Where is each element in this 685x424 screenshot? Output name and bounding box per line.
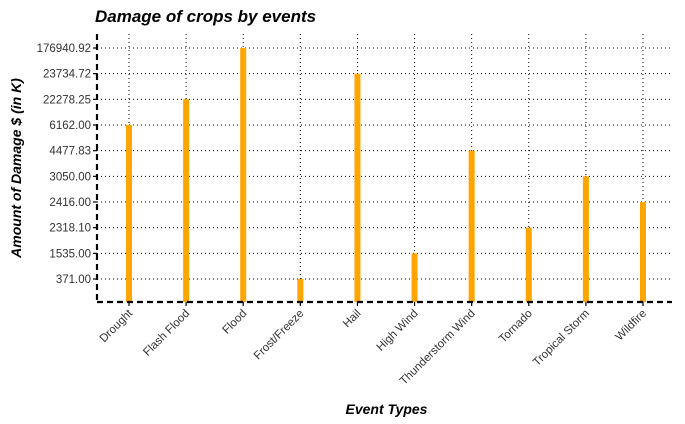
x-tick-label: Tropical Storm — [531, 308, 592, 369]
bars — [126, 48, 646, 303]
y-tick-label: 4477.83 — [49, 146, 91, 158]
bar-hail — [354, 73, 361, 303]
y-tick-label: 6162.00 — [49, 120, 91, 132]
y-tick-label: 1535.00 — [49, 248, 91, 260]
y-tick-label: 176940.92 — [37, 43, 91, 55]
x-tick-label: Frost/Freeze — [252, 308, 307, 363]
chart-title: Damage of crops by events — [95, 7, 316, 26]
y-tick-label: 371.00 — [56, 274, 91, 286]
y-axis-title: Amount of Damage $ (in K) — [8, 78, 24, 259]
x-tick-labels: Drought Flash Flood Flood Frost/Freeze Hail H… — [98, 307, 649, 387]
axes — [93, 34, 672, 306]
y-tick-label: 3050.00 — [49, 171, 91, 183]
y-tick-label: 23734.72 — [43, 69, 91, 81]
x-tick-label: High Wind — [375, 308, 421, 354]
bar-tornado — [525, 227, 532, 302]
x-tick-label: Flash Flood — [141, 308, 192, 359]
y-tick-labels: 371.00 1535.00 2318.10 2416.00 3050.00 4477.8… — [37, 43, 91, 286]
bar-thunderstorm-wind — [468, 150, 475, 302]
y-tick-label: 2318.10 — [49, 223, 91, 235]
x-tick-label: Hail — [341, 308, 363, 330]
bar-tropical-storm — [582, 176, 589, 302]
x-tick-label: Drought — [98, 307, 136, 345]
bar-drought — [126, 125, 132, 302]
bar-wildfire — [640, 202, 646, 302]
y-tick-label: 22278.25 — [43, 94, 91, 106]
bar-flood — [240, 48, 247, 302]
bar-frost-freeze — [297, 279, 304, 302]
x-tick-label: Flood — [221, 308, 250, 337]
x-tick-label: Tornado — [497, 308, 535, 346]
y-tick-label: 2416.00 — [49, 197, 91, 209]
bar-flash-flood — [183, 99, 190, 302]
bar-high-wind — [411, 253, 418, 302]
x-tick-label: Wildfire — [614, 308, 650, 344]
x-axis-title: Event Types — [346, 401, 428, 417]
